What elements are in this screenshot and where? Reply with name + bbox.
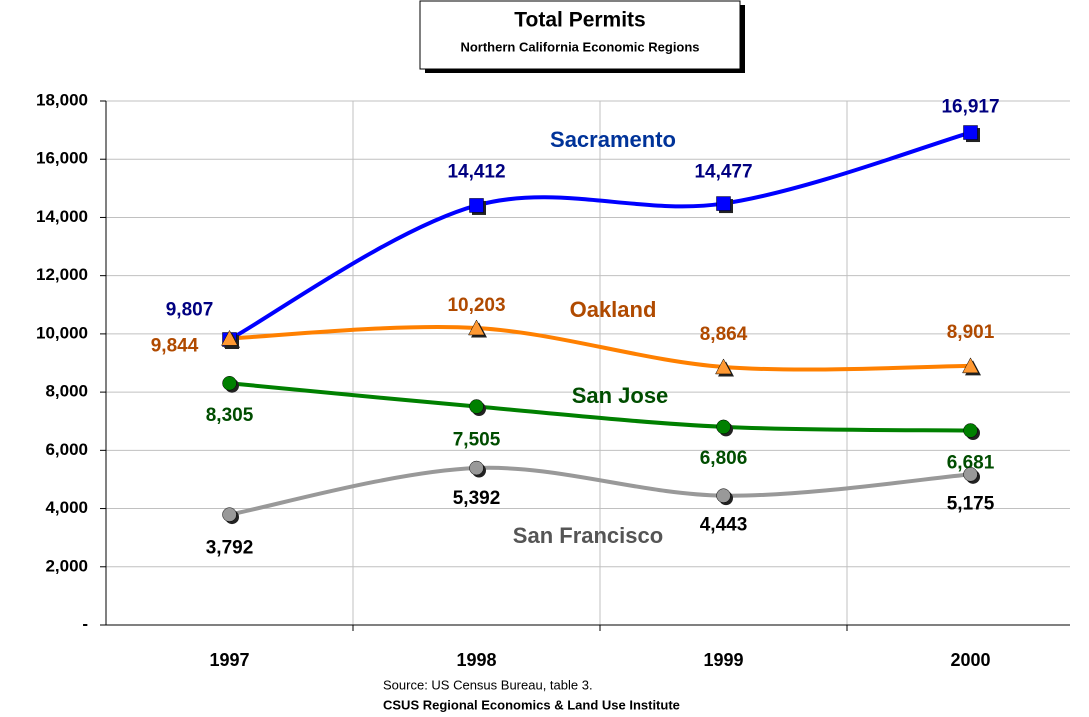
marker [716,196,731,211]
data-label: 9,807 [166,300,214,321]
data-label: 8,901 [947,322,995,343]
series-line [229,324,971,372]
marker [715,358,732,375]
data-label: 4,443 [700,515,748,536]
marker [716,419,731,435]
x-tick-label: 2000 [950,650,990,670]
data-label: 8,864 [700,324,748,345]
data-label: 5,175 [947,493,995,514]
y-tick-label: 4,000 [45,498,88,517]
source-note: Source: US Census Bureau, table 3. [383,677,593,692]
data-label: 6,681 [947,453,995,474]
data-label: 9,844 [151,335,199,356]
marker [469,198,484,213]
series-name: Oakland [570,297,657,322]
data-label: 3,792 [206,538,254,559]
marker [963,423,978,438]
y-tick-label: 6,000 [45,440,88,459]
marker [962,357,979,374]
y-tick-label: 2,000 [45,556,88,575]
marker [221,329,238,346]
x-tick-label: 1999 [703,650,743,670]
title-box [419,0,741,70]
series-line [229,465,971,517]
series-name: San Jose [572,383,669,408]
series-line [228,130,972,342]
marker [222,375,237,391]
y-tick-label: 18,000 [36,90,88,109]
x-tick-label: 1997 [209,650,249,670]
series-name: Sacramento [550,127,676,152]
x-tick-label: 1998 [456,650,496,670]
series-line [229,381,971,433]
y-tick-label: 10,000 [36,323,88,342]
data-label: 7,505 [453,430,501,451]
y-tick-label: 14,000 [36,207,88,226]
y-tick-label: 8,000 [45,382,88,401]
y-tick-label: 16,000 [36,149,88,168]
data-label: 16,917 [941,97,999,118]
marker [963,125,978,140]
series-name: San Francisco [513,523,663,548]
data-label: 5,392 [453,488,501,509]
y-tick-label: 12,000 [36,265,88,284]
data-label: 10,203 [447,295,505,316]
marker [468,319,485,336]
chart-title: Total Permits [514,9,645,32]
marker [963,467,978,482]
y-tick-label: - [82,614,88,633]
marker [222,507,237,522]
marker [469,399,484,414]
data-label: 14,477 [694,162,752,183]
chart-subtitle: Northern California Economic Regions [460,39,699,54]
credit-note: CSUS Regional Economics & Land Use Insti… [383,697,680,712]
marker [716,488,731,503]
data-label: 6,806 [700,448,748,469]
data-label: 8,305 [206,405,254,426]
marker [469,460,484,476]
data-label: 14,412 [447,161,505,182]
